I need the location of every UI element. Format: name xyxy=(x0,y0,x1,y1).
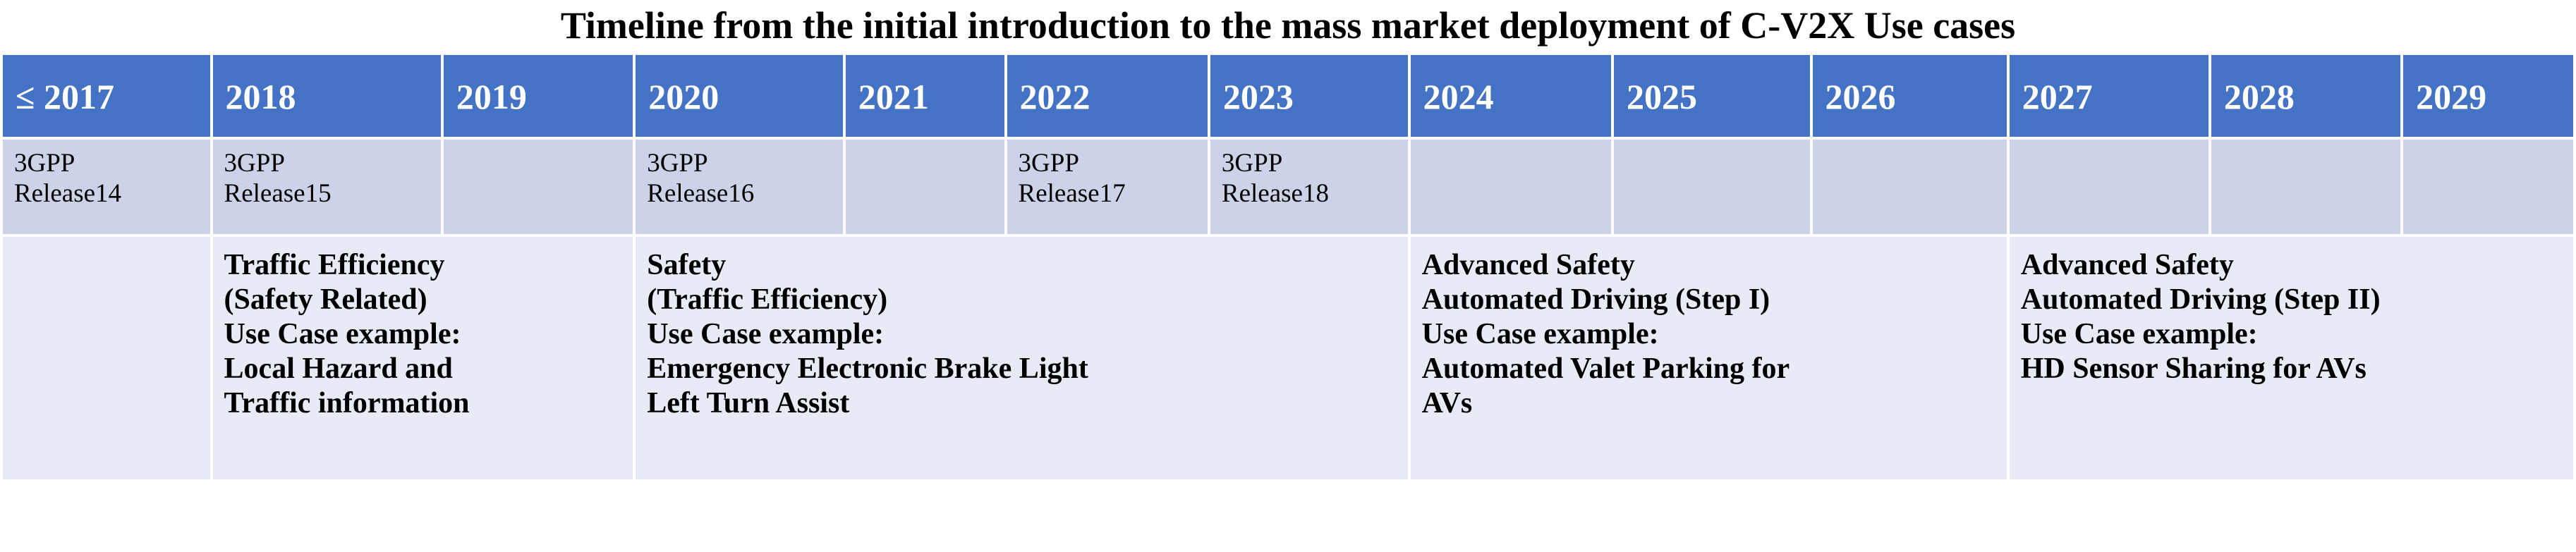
usecase-row: Traffic Efficiency (Safety Related) Use … xyxy=(3,237,2573,479)
year-header-2017[interactable]: ≤ 2017 xyxy=(3,55,210,137)
release-org-label: 3GPP xyxy=(647,149,708,178)
usecase-example-line-1: Local Hazard and xyxy=(224,352,453,385)
usecase-example-label: Use Case example: xyxy=(1421,318,1659,350)
usecase-example-label: Use Case example: xyxy=(224,318,461,350)
release-cell-2023: 3GPP Release18 xyxy=(1210,140,1408,234)
usecase-example-line-2: Traffic information xyxy=(224,387,470,419)
year-header-2023[interactable]: 2023 xyxy=(1210,55,1408,137)
usecase-subheading: (Safety Related) xyxy=(224,283,427,316)
usecase-cell-traffic-efficiency: Traffic Efficiency (Safety Related) Use … xyxy=(212,237,633,479)
usecase-example-line-1: HD Sensor Sharing for AVs xyxy=(2020,352,2367,385)
year-header-2025[interactable]: 2025 xyxy=(1614,55,1810,137)
usecase-heading: Advanced Safety xyxy=(2020,249,2234,281)
usecase-cell-advanced-safety-step-2: Advanced Safety Automated Driving (Step … xyxy=(2009,237,2573,479)
year-header-2022[interactable]: 2022 xyxy=(1007,55,1208,137)
release-cell-2026-empty xyxy=(1812,140,2007,234)
release-cell-2022: 3GPP Release17 xyxy=(1007,140,1208,234)
release-cell-2028-empty xyxy=(2211,140,2401,234)
year-header-2020[interactable]: 2020 xyxy=(636,55,843,137)
usecase-example-line-1: Emergency Electronic Brake Light xyxy=(647,352,1088,385)
usecase-subheading: Automated Driving (Step II) xyxy=(2020,283,2381,316)
year-header-2024[interactable]: 2024 xyxy=(1410,55,1612,137)
year-header-2026[interactable]: 2026 xyxy=(1812,55,2007,137)
release-cell-2025-empty xyxy=(1614,140,1810,234)
release-number-label: Release15 xyxy=(224,179,332,208)
timeline-table: ≤ 2017 2018 2019 2020 2021 2022 2023 202… xyxy=(0,52,2576,482)
release-number-label: Release18 xyxy=(1221,179,1329,208)
release-cell-2017: 3GPP Release14 xyxy=(3,140,210,234)
usecase-cell-2017-empty xyxy=(3,237,210,479)
year-header-2029[interactable]: 2029 xyxy=(2403,55,2573,137)
year-header-row: ≤ 2017 2018 2019 2020 2021 2022 2023 202… xyxy=(3,55,2573,137)
release-org-label: 3GPP xyxy=(224,149,285,178)
release-number-label: Release16 xyxy=(647,179,755,208)
release-cell-2024-empty xyxy=(1410,140,1612,234)
usecase-example-line-2: AVs xyxy=(1421,387,1473,419)
usecase-heading: Safety xyxy=(647,249,727,281)
usecase-cell-advanced-safety-step-1: Advanced Safety Automated Driving (Step … xyxy=(1410,237,2007,479)
release-cell-2029-empty xyxy=(2403,140,2573,234)
year-header-2018[interactable]: 2018 xyxy=(212,55,441,137)
usecase-cell-safety: Safety (Traffic Efficiency) Use Case exa… xyxy=(636,237,1408,479)
usecase-subheading: Automated Driving (Step I) xyxy=(1421,283,1770,316)
release-number-label: Release17 xyxy=(1018,179,1126,208)
figure-title: Timeline from the initial introduction t… xyxy=(560,4,2016,47)
year-header-2019[interactable]: 2019 xyxy=(443,55,633,137)
release-org-label: 3GPP xyxy=(1221,149,1283,178)
usecase-heading: Traffic Efficiency xyxy=(224,249,445,281)
release-org-label: 3GPP xyxy=(1018,149,1079,178)
release-org-label: 3GPP xyxy=(14,149,75,178)
usecase-subheading: (Traffic Efficiency) xyxy=(647,283,888,316)
usecase-example-label: Use Case example: xyxy=(2020,318,2258,350)
usecase-example-line-1: Automated Valet Parking for xyxy=(1421,352,1790,385)
usecase-heading: Advanced Safety xyxy=(1421,249,1635,281)
year-header-2028[interactable]: 2028 xyxy=(2211,55,2401,137)
year-header-2027[interactable]: 2027 xyxy=(2009,55,2209,137)
release-cell-2018: 3GPP Release15 xyxy=(212,140,441,234)
release-cell-2020: 3GPP Release16 xyxy=(636,140,843,234)
year-header-2021[interactable]: 2021 xyxy=(845,55,1004,137)
release-cell-2021-empty xyxy=(845,140,1004,234)
release-cell-2027-empty xyxy=(2009,140,2209,234)
release-cell-2019-empty xyxy=(443,140,633,234)
gpp-release-row: 3GPP Release14 3GPP Release15 3GPP Relea… xyxy=(3,140,2573,234)
usecase-example-label: Use Case example: xyxy=(647,318,885,350)
usecase-example-line-2: Left Turn Assist xyxy=(647,387,850,419)
release-number-label: Release14 xyxy=(14,179,122,208)
